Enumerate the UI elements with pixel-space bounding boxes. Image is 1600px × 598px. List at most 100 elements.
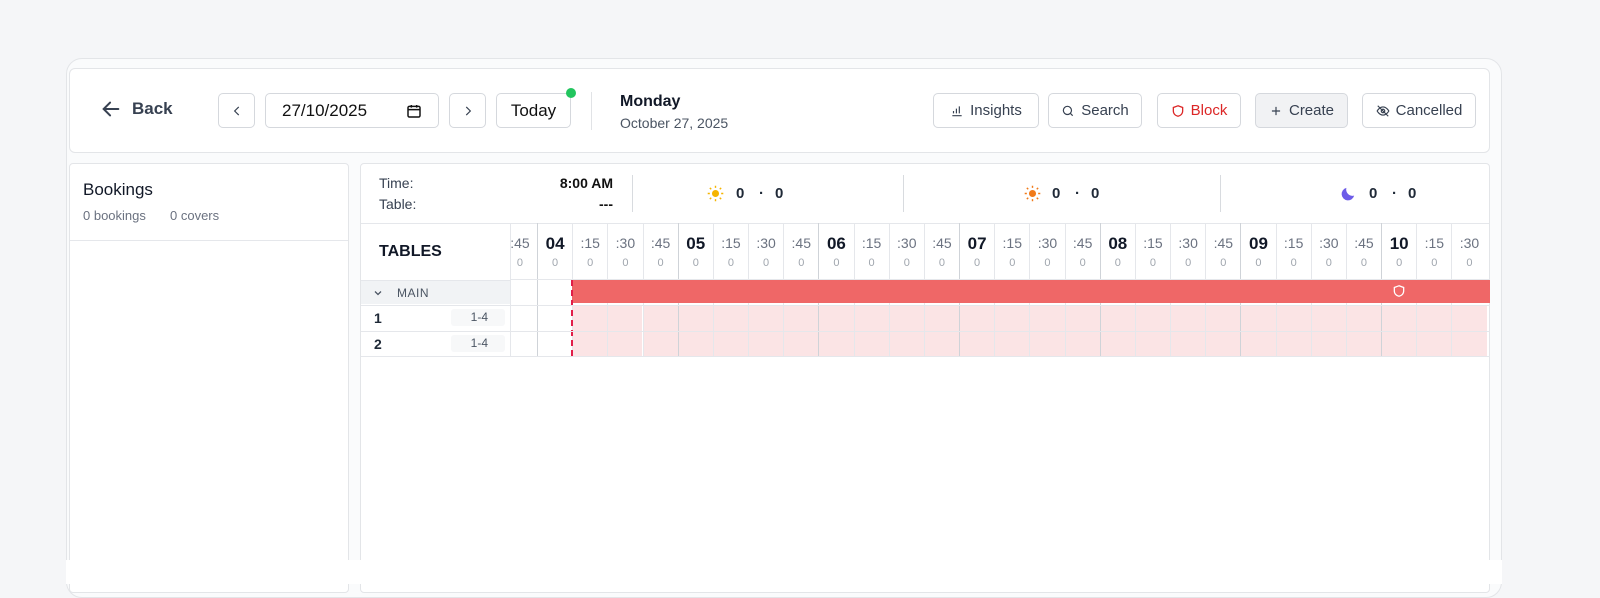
time-slot: :15 0 xyxy=(712,223,748,356)
slot-label: :15 xyxy=(1002,235,1023,251)
back-label: Back xyxy=(132,99,173,118)
time-slot: :30 0 xyxy=(1170,223,1206,356)
time-slot: :30 0 xyxy=(1451,223,1487,356)
slot-label: :15 xyxy=(1143,235,1163,251)
section-row xyxy=(361,280,510,304)
slot-label: 10 xyxy=(1389,234,1409,253)
time-slot: 07 0 xyxy=(959,223,995,356)
block-cell xyxy=(1382,305,1417,356)
block-cell xyxy=(1311,305,1346,356)
block-cell xyxy=(995,305,1030,356)
time-slot: :45 0 xyxy=(510,223,537,356)
bookings-title: Bookings xyxy=(83,180,153,199)
separator: · xyxy=(1392,185,1397,202)
block-cell xyxy=(819,305,854,356)
back-button[interactable]: Back xyxy=(100,98,173,120)
date-input[interactable]: 27/10/2025 xyxy=(265,93,439,128)
block-button[interactable]: Block xyxy=(1157,93,1241,128)
table-capacity: 1-4 xyxy=(451,335,505,352)
afternoon-icon xyxy=(1024,185,1041,202)
shift-covers: 0 xyxy=(775,185,784,202)
slot-count: 0 xyxy=(1185,257,1192,269)
create-button[interactable]: Create xyxy=(1255,93,1348,128)
separator: · xyxy=(759,185,764,202)
create-label: Create xyxy=(1288,102,1335,119)
time-slot: :30 0 xyxy=(888,223,924,356)
block-cell xyxy=(608,305,643,356)
page: Back 27/10/2025 Today Monday October 27,… xyxy=(66,58,1502,598)
bookings-panel xyxy=(69,163,349,593)
block-cell xyxy=(784,305,819,356)
slot-label: :30 xyxy=(1319,235,1339,251)
slot-label: 06 xyxy=(826,234,846,253)
slot-count: 0 xyxy=(692,257,699,269)
date-value: 27/10/2025 xyxy=(282,100,368,120)
shift-bookings: 0 xyxy=(1369,185,1378,202)
divider xyxy=(632,175,633,212)
insights-button[interactable]: Insights xyxy=(933,93,1039,128)
slot-count: 0 xyxy=(1466,257,1473,269)
slot-label: :15 xyxy=(1424,235,1445,251)
table-label: Table: xyxy=(379,196,417,212)
slot-count: 0 xyxy=(903,257,910,269)
block-icon xyxy=(1392,284,1406,298)
full-date: October 27, 2025 xyxy=(620,115,729,131)
status-dot xyxy=(566,88,576,98)
block-cell xyxy=(1452,305,1487,356)
cancelled-button[interactable]: Cancelled xyxy=(1362,93,1476,128)
table-value: --- xyxy=(599,196,613,212)
day-name: Monday xyxy=(620,93,681,110)
slot-label: :30 xyxy=(1037,235,1058,251)
block-label: Block xyxy=(1190,102,1228,119)
slot-count: 0 xyxy=(1290,257,1297,269)
slot-label: :15 xyxy=(1283,235,1304,251)
block-bar xyxy=(572,280,1490,303)
table-name: 1 xyxy=(374,310,382,326)
search-button[interactable]: Search xyxy=(1048,93,1142,128)
slot-count: 0 xyxy=(833,257,840,269)
slot-label: :30 xyxy=(615,235,636,251)
slot-count: 0 xyxy=(868,257,875,269)
slot-count: 0 xyxy=(587,257,594,269)
shift-bookings: 0 xyxy=(1052,185,1061,202)
slot-label: 08 xyxy=(1108,234,1128,253)
block-cell xyxy=(854,305,889,356)
shift-bookings: 0 xyxy=(736,185,745,202)
block-cell xyxy=(889,305,924,356)
slot-label: :30 xyxy=(1459,235,1480,251)
block-cell xyxy=(678,305,713,356)
divider xyxy=(70,240,348,241)
column-divider xyxy=(510,223,511,356)
table-name: 2 xyxy=(374,336,382,352)
slot-label: :45 xyxy=(1072,235,1093,251)
prev-day[interactable] xyxy=(218,93,255,128)
table-capacity: 1-4 xyxy=(451,309,505,326)
time-slot: :15 0 xyxy=(1416,223,1452,356)
block-cell xyxy=(749,305,784,356)
slot-label: :45 xyxy=(510,235,530,251)
block-cell xyxy=(1346,305,1382,356)
slot-count: 0 xyxy=(938,257,945,269)
bookings-count: 0 bookings xyxy=(83,208,146,223)
slot-label: :45 xyxy=(932,235,952,251)
today-button[interactable]: Today xyxy=(496,93,571,128)
covers-count: 0 covers xyxy=(170,208,220,223)
slot-label: :30 xyxy=(897,235,917,251)
slot-label: :15 xyxy=(861,235,882,251)
slot-count: 0 xyxy=(1360,257,1368,269)
shift-covers: 0 xyxy=(1091,185,1100,202)
block-cell xyxy=(1241,305,1276,356)
slot-count: 0 xyxy=(1149,257,1157,269)
next-day[interactable] xyxy=(449,93,486,128)
slot-count: 0 xyxy=(798,257,805,269)
slot-label: :45 xyxy=(1354,235,1374,251)
block-cell xyxy=(1135,305,1171,356)
slot-count: 0 xyxy=(1255,257,1262,269)
slot-count: 0 xyxy=(1114,257,1121,269)
divider xyxy=(361,223,1489,224)
search-label: Search xyxy=(1081,102,1129,119)
row-line xyxy=(361,356,1490,357)
slot-count: 0 xyxy=(552,257,559,269)
slot-label: :30 xyxy=(1178,235,1198,251)
block-cell xyxy=(1417,305,1452,356)
